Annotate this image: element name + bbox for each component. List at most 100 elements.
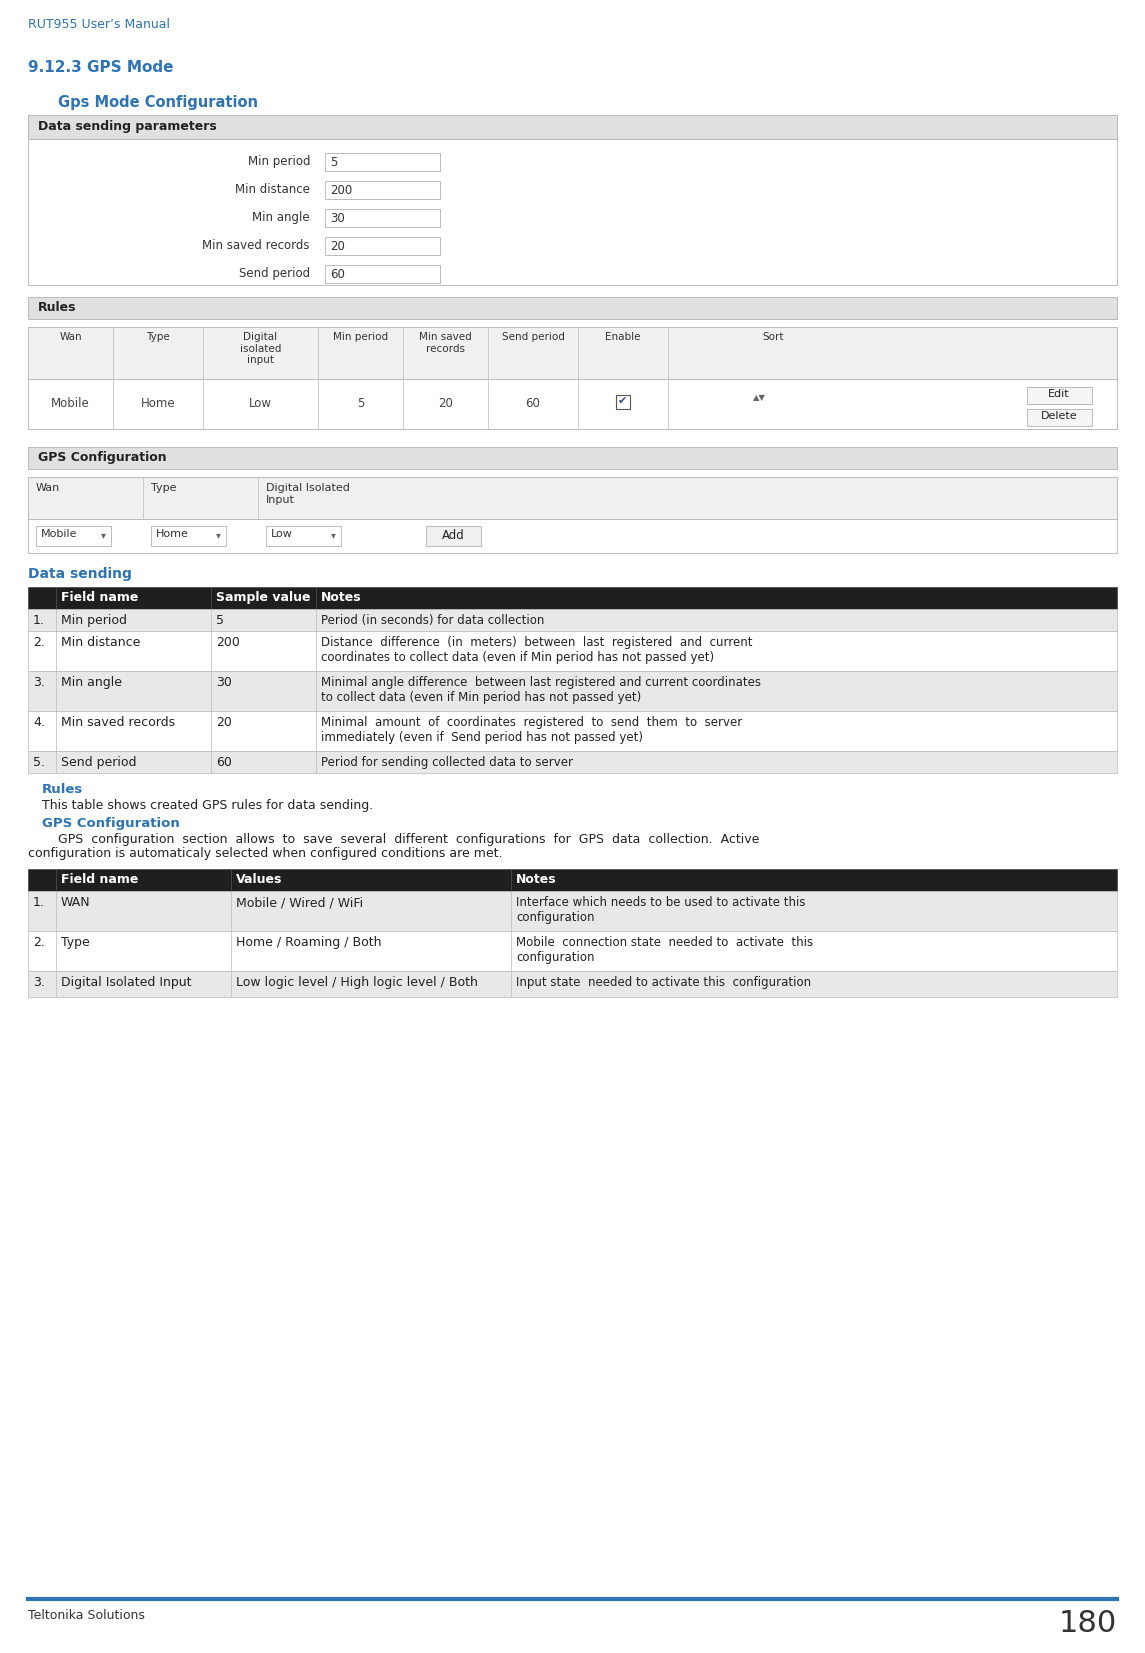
Text: configuration is automaticaly selected when configured conditions are met.: configuration is automaticaly selected w…: [27, 846, 503, 860]
Text: 30: 30: [330, 212, 345, 225]
Text: 3.: 3.: [33, 975, 45, 988]
Text: 1.: 1.: [33, 896, 45, 909]
Text: Send period: Send period: [502, 332, 564, 342]
Text: Digital Isolated
Input: Digital Isolated Input: [266, 483, 350, 504]
Text: Low logic level / High logic level / Both: Low logic level / High logic level / Bot…: [236, 975, 477, 988]
Text: Min saved records: Min saved records: [203, 240, 310, 251]
Bar: [27, 116, 1118, 139]
Text: Min period: Min period: [247, 155, 310, 169]
Text: Field name: Field name: [61, 592, 139, 603]
Text: 60: 60: [330, 268, 345, 281]
Bar: [325, 236, 440, 255]
Text: ▾: ▾: [331, 531, 335, 541]
Text: ✔: ✔: [618, 397, 627, 407]
Text: 20: 20: [330, 240, 345, 253]
Bar: [1027, 387, 1092, 403]
Text: 2.: 2.: [33, 936, 45, 949]
Text: Home / Roaming / Both: Home / Roaming / Both: [236, 936, 381, 949]
Text: Mobile: Mobile: [41, 529, 78, 539]
Text: Min period: Min period: [333, 332, 388, 342]
Text: Type: Type: [147, 332, 169, 342]
Bar: [27, 711, 1118, 750]
Bar: [27, 298, 1118, 319]
Text: 30: 30: [216, 676, 232, 689]
Text: This table shows created GPS rules for data sending.: This table shows created GPS rules for d…: [42, 798, 373, 812]
Text: 20: 20: [216, 716, 232, 729]
Bar: [27, 478, 1118, 519]
Bar: [325, 180, 440, 198]
Bar: [27, 587, 1118, 608]
Bar: [27, 631, 1118, 671]
Bar: [426, 526, 481, 545]
Text: 200: 200: [330, 183, 353, 197]
Text: Wan: Wan: [35, 483, 61, 493]
Text: Type: Type: [151, 483, 176, 493]
Text: Mobile  connection state  needed to  activate  this
configuration: Mobile connection state needed to activa…: [516, 936, 813, 964]
Text: WAN: WAN: [61, 896, 90, 909]
Text: 20: 20: [439, 397, 453, 410]
Bar: [27, 446, 1118, 469]
Text: Send period: Send period: [239, 268, 310, 279]
Text: GPS  configuration  section  allows  to  save  several  different  configuration: GPS configuration section allows to save…: [42, 833, 759, 846]
Text: Rules: Rules: [42, 784, 84, 797]
Text: ▲▼: ▲▼: [753, 393, 766, 402]
Text: Rules: Rules: [38, 301, 77, 314]
Text: Values: Values: [236, 873, 283, 886]
Bar: [616, 395, 630, 408]
Text: Enable: Enable: [606, 332, 641, 342]
Bar: [27, 891, 1118, 931]
Text: 180: 180: [1059, 1608, 1118, 1638]
Text: 5: 5: [357, 397, 364, 410]
Bar: [35, 526, 111, 545]
Text: 5: 5: [330, 155, 338, 169]
Text: Min saved records: Min saved records: [61, 716, 175, 729]
Text: Field name: Field name: [61, 873, 139, 886]
Text: Minimal  amount  of  coordinates  registered  to  send  them  to  server
immedia: Minimal amount of coordinates registered…: [321, 716, 742, 744]
Text: Interface which needs to be used to activate this
configuration: Interface which needs to be used to acti…: [516, 896, 805, 924]
Bar: [27, 379, 1118, 430]
Text: Min distance: Min distance: [61, 636, 141, 650]
Bar: [27, 750, 1118, 774]
Text: Min angle: Min angle: [61, 676, 123, 689]
Text: Send period: Send period: [61, 755, 136, 769]
Text: Distance  difference  (in  meters)  between  last  registered  and  current
coor: Distance difference (in meters) between …: [321, 636, 752, 665]
Text: Low: Low: [271, 529, 293, 539]
Text: GPS Configuration: GPS Configuration: [42, 817, 180, 830]
Text: Edit: Edit: [1048, 388, 1069, 398]
Text: Min saved
records: Min saved records: [419, 332, 472, 354]
Text: Min period: Min period: [61, 613, 127, 626]
Text: 200: 200: [216, 636, 239, 650]
Bar: [1027, 408, 1092, 426]
Text: Notes: Notes: [516, 873, 556, 886]
Text: Min angle: Min angle: [252, 212, 310, 225]
Text: 60: 60: [216, 755, 232, 769]
Text: Home: Home: [141, 397, 175, 410]
Text: Delete: Delete: [1041, 412, 1077, 422]
Text: Notes: Notes: [321, 592, 362, 603]
Bar: [27, 519, 1118, 554]
Text: GPS Configuration: GPS Configuration: [38, 451, 167, 464]
Text: ▾: ▾: [101, 531, 105, 541]
Bar: [27, 608, 1118, 631]
Text: Digital Isolated Input: Digital Isolated Input: [61, 975, 191, 988]
Bar: [27, 931, 1118, 970]
Bar: [27, 327, 1118, 379]
Text: Gps Mode Configuration: Gps Mode Configuration: [58, 94, 258, 111]
Text: Digital
isolated
input: Digital isolated input: [239, 332, 282, 365]
Text: Teltonika Solutions: Teltonika Solutions: [27, 1608, 145, 1622]
Bar: [27, 671, 1118, 711]
Text: Low: Low: [248, 397, 273, 410]
Text: 3.: 3.: [33, 676, 45, 689]
Bar: [325, 264, 440, 283]
Text: 2.: 2.: [33, 636, 45, 650]
Text: RUT955 User’s Manual: RUT955 User’s Manual: [27, 18, 169, 31]
Text: Home: Home: [156, 529, 189, 539]
Text: Sample value: Sample value: [216, 592, 310, 603]
Text: Data sending: Data sending: [27, 567, 132, 580]
Text: Type: Type: [61, 936, 89, 949]
Bar: [266, 526, 341, 545]
Bar: [27, 116, 1118, 284]
Text: 4.: 4.: [33, 716, 45, 729]
Text: Min distance: Min distance: [235, 183, 310, 197]
Text: Wan: Wan: [60, 332, 81, 342]
